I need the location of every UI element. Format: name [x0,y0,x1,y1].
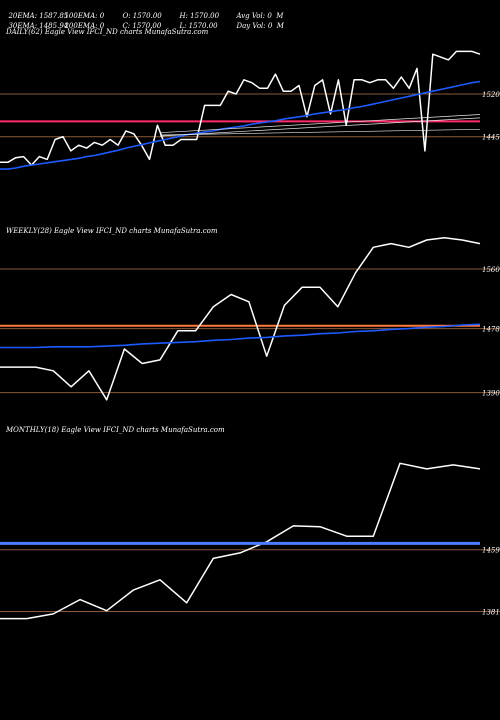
ema100-label: 100EMA: 0 [64,12,105,20]
weekly-y-tick-1: 1478 [482,326,500,334]
weekly-series-0 [0,237,481,401]
weekly-chart-title: WEEKLY(28) Eagle View IFCI_ND charts Mun… [6,227,218,235]
daily-series-1 [0,80,481,170]
low-label: L: 1570.00 [179,22,218,30]
weekly-series-1 [0,323,481,349]
monthly-y-tick-1: 1381 [482,608,500,616]
daily-series-0 [0,50,481,166]
daily-series-4 [159,114,481,134]
avg-vol-label: Avg Vol: 0 M [236,12,284,20]
monthly-chart-title: MONTHLY(18) Eagle View IFCI_ND charts Mu… [6,426,225,434]
ema30-label: 30EMA: 1485.94 [8,22,69,30]
close-label: C: 1570.00 [122,22,162,30]
daily-y-tick-1: 1445 [482,134,500,142]
monthly-series-0 [0,462,481,620]
high-label: H: 1570.00 [179,12,220,20]
weekly-y-tick-0: 1560 [482,266,500,274]
header-row-1: 20EMA: 1587.85100EMA: 0 O: 1570.00 H: 1570… [4,1,283,21]
daily-y-tick-0: 1520 [482,91,500,99]
header-row-2: 30EMA: 1485.94200EMA: 0 C: 1570.00 L: 1570… [4,11,284,31]
day-vol-label: Day Vol: 0 M [236,22,284,30]
daily-series-2 [159,128,481,136]
daily-chart-title: DAILY(62) Eagle View IFCI_ND charts Muna… [6,28,209,36]
ema20-label: 20EMA: 1587.85 [8,12,69,20]
ema200-label: 200EMA: 0 [64,22,105,30]
monthly-y-tick-0: 1459 [482,547,500,555]
weekly-y-tick-2: 1390 [482,390,500,398]
daily-series-3 [159,117,481,137]
open-label: O: 1570.00 [122,12,162,20]
